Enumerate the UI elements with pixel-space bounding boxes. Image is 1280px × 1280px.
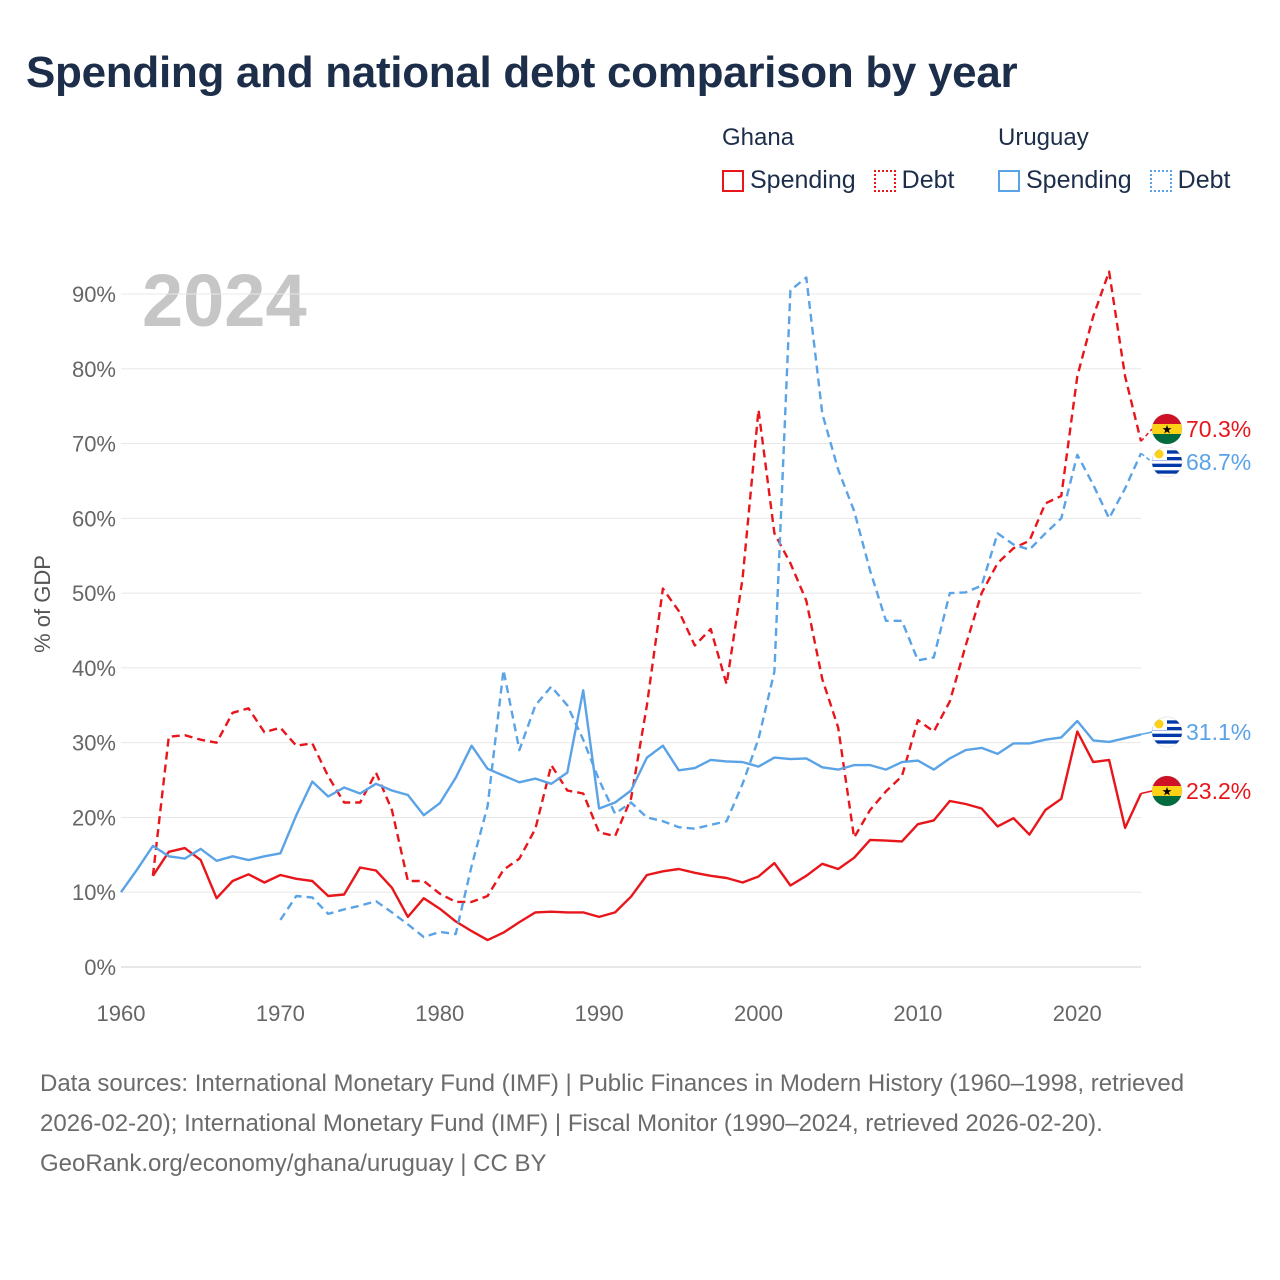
data-sources: Data sources: International Monetary Fun… [40,1070,1185,1137]
end-value-label: 23.2% [1186,778,1251,804]
label-connector [1140,790,1153,795]
series-line-uruguay-spending [120,689,1142,893]
uruguay-flag-icon [1152,447,1182,477]
legend-label: Debt [901,166,955,194]
legend-country-uruguay: Uruguay [998,124,1089,151]
label-connector [1140,731,1153,736]
flag-stripe [1152,733,1182,737]
flag-stripe [1152,470,1182,474]
flag-stripe [1152,463,1182,467]
legend-item-uruguay-debt[interactable]: Debt [1149,166,1231,195]
legend: Ghana Spending Debt Uruguay Spending Deb… [0,124,1280,204]
label-connector [1140,452,1153,463]
end-value-label: 70.3% [1186,416,1251,442]
x-tick-label: 1980 [415,1001,464,1026]
end-value-label: 68.7% [1186,449,1251,475]
line-chart: 0% 10% 20% 30% 40% 50% 60% 70% 80% 90% 1960 1970 198… [30,270,1251,1026]
ghana-flag-icon: ★ [1152,414,1182,444]
flag-stripe [1152,776,1182,786]
legend-swatch-dotted-icon [1149,169,1172,192]
y-tick-label: 30% [72,731,116,756]
y-tick-label: 10% [72,880,116,905]
footer: Data sources: International Monetary Fun… [40,1064,1240,1184]
series-line-ghana-spending [151,730,1143,942]
flag-stripe [1152,786,1182,796]
flag-stripe [1152,740,1182,744]
year-watermark: 2024 [142,259,307,342]
y-tick-label: 70% [72,432,116,457]
flag-outline [1151,413,1183,445]
flag-star-icon: ★ [1162,785,1173,799]
legend-label: Spending [1026,166,1132,194]
ghana-flag-icon: ★ [1152,776,1182,806]
legend-item-ghana-spending[interactable]: Spending [722,166,856,195]
legend-group-uruguay: Uruguay Spending Debt [998,124,1248,195]
x-tick-label: 2020 [1053,1001,1102,1026]
series-line-ghana-debt [151,270,1143,904]
y-tick-label: 0% [84,955,116,980]
flag-outline [1151,775,1183,807]
credit-link[interactable]: GeoRank.org/economy/ghana/uruguay | CC B… [40,1150,547,1177]
series-line-uruguay-debt [279,276,1143,939]
end-value-label: 31.1% [1186,719,1251,745]
uruguay-flag-icon [1152,717,1182,747]
legend-swatch-solid-icon [998,169,1020,192]
y-tick-label: 60% [72,506,116,531]
x-tick-label: 1970 [256,1001,305,1026]
y-tick-label: 40% [72,656,116,681]
flag-outline [1151,446,1183,478]
flag-outline [1151,716,1183,748]
x-tick-label: 2010 [893,1001,942,1026]
chart-title: Spending and national debt comparison by… [26,48,1018,97]
legend-label: Spending [750,166,856,194]
legend-label: Debt [1177,166,1231,194]
legend-item-uruguay-spending[interactable]: Spending [998,166,1132,195]
label-connector [1140,428,1153,442]
legend-swatch-solid-icon [722,169,744,192]
flag-sun-icon [1154,449,1164,459]
x-tick-label: 2000 [734,1001,783,1026]
x-tick-label: 1990 [575,1001,624,1026]
y-tick-label: 20% [72,805,116,830]
flag-stripe [1152,414,1182,424]
x-tick-label: 1960 [97,1001,146,1026]
legend-country-ghana: Ghana [722,124,795,151]
y-tick-label: 50% [72,581,116,606]
flag-stripe [1152,796,1182,806]
y-tick-label: 90% [72,282,116,307]
y-axis-label: % of GDP [30,555,55,653]
legend-swatch-dotted-icon [873,169,896,192]
legend-item-ghana-debt[interactable]: Debt [873,166,955,195]
flag-star-icon: ★ [1162,423,1173,437]
flag-stripe [1152,424,1182,434]
flag-sun-icon [1154,719,1164,729]
legend-group-ghana: Ghana Spending Debt [722,124,972,195]
y-tick-label: 80% [72,357,116,382]
flag-stripe [1152,434,1182,444]
